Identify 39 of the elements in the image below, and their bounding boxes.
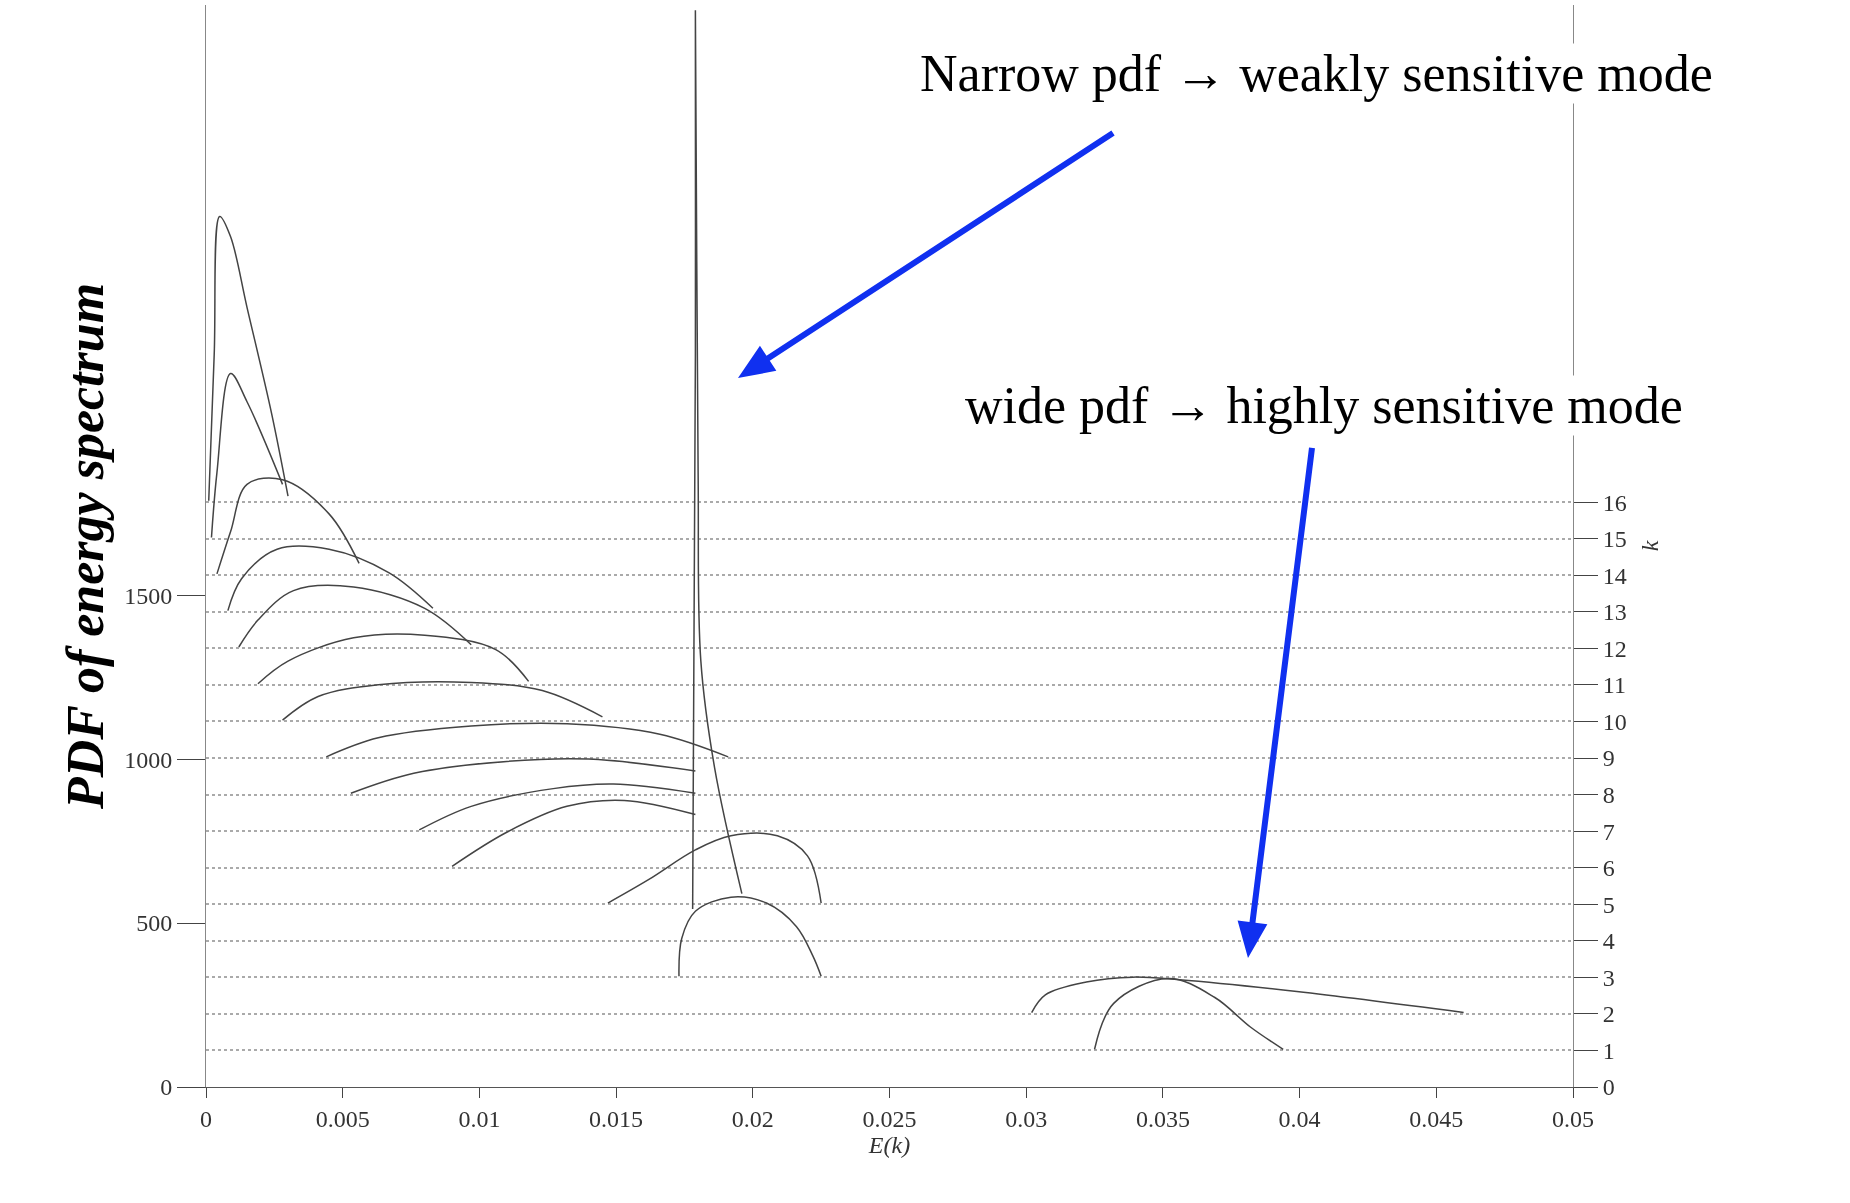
x-tick-label: 0.05 — [1552, 1105, 1594, 1132]
x-axis-title: E(k) — [867, 1131, 911, 1158]
y2-tick-label: 5 — [1602, 891, 1615, 918]
x-tick-label: 0.04 — [1278, 1105, 1321, 1132]
y2-tick-label: 15 — [1602, 526, 1627, 553]
y-axis-title: PDF of energy spectrum — [56, 282, 114, 811]
y2-tick-label: 6 — [1602, 855, 1615, 882]
line-series — [281, 681, 604, 721]
y2-tick-label: 9 — [1602, 745, 1615, 772]
y2-tick-label: 4 — [1602, 928, 1615, 955]
y-tick-label: 1000 — [124, 746, 173, 773]
y2-tick-label: 7 — [1602, 818, 1615, 845]
x-tick-label: 0.015 — [589, 1105, 644, 1132]
y2-tick-label: 8 — [1602, 781, 1615, 808]
annotation: wide pdf → highly sensitive mode — [965, 377, 1683, 434]
x-tick-label: 0.005 — [315, 1105, 370, 1132]
y2-tick-label: 16 — [1602, 489, 1627, 516]
y2-tick-label: 3 — [1602, 964, 1615, 991]
y2-tick-label: 14 — [1602, 562, 1627, 589]
line-series — [678, 896, 822, 977]
y-tick-label: 500 — [136, 910, 173, 937]
y2-tick-label: 12 — [1602, 635, 1627, 662]
x-tick-label: 0 — [200, 1105, 212, 1132]
y2-tick-label: 0 — [1602, 1074, 1615, 1101]
x-tick-label: 0.045 — [1409, 1105, 1464, 1132]
x-tick-label: 0.035 — [1135, 1105, 1190, 1132]
annotation: Narrow pdf → weakly sensitive mode — [920, 45, 1713, 102]
y-tick-label: 0 — [160, 1074, 173, 1101]
x-tick-label: 0.02 — [731, 1105, 774, 1132]
x-tick-label: 0.01 — [458, 1105, 501, 1132]
y2-axis-title: k — [1637, 540, 1664, 552]
x-tick-label: 0.025 — [862, 1105, 917, 1132]
y-tick-label: 1500 — [124, 582, 173, 609]
y2-tick-label: 10 — [1602, 708, 1627, 735]
y2-tick-label: 1 — [1602, 1037, 1615, 1064]
y2-tick-label: 2 — [1602, 1001, 1615, 1028]
x-tick-label: 0.03 — [1005, 1105, 1048, 1132]
y2-tick-label: 13 — [1602, 599, 1627, 626]
y2-tick-label: 11 — [1602, 672, 1626, 699]
